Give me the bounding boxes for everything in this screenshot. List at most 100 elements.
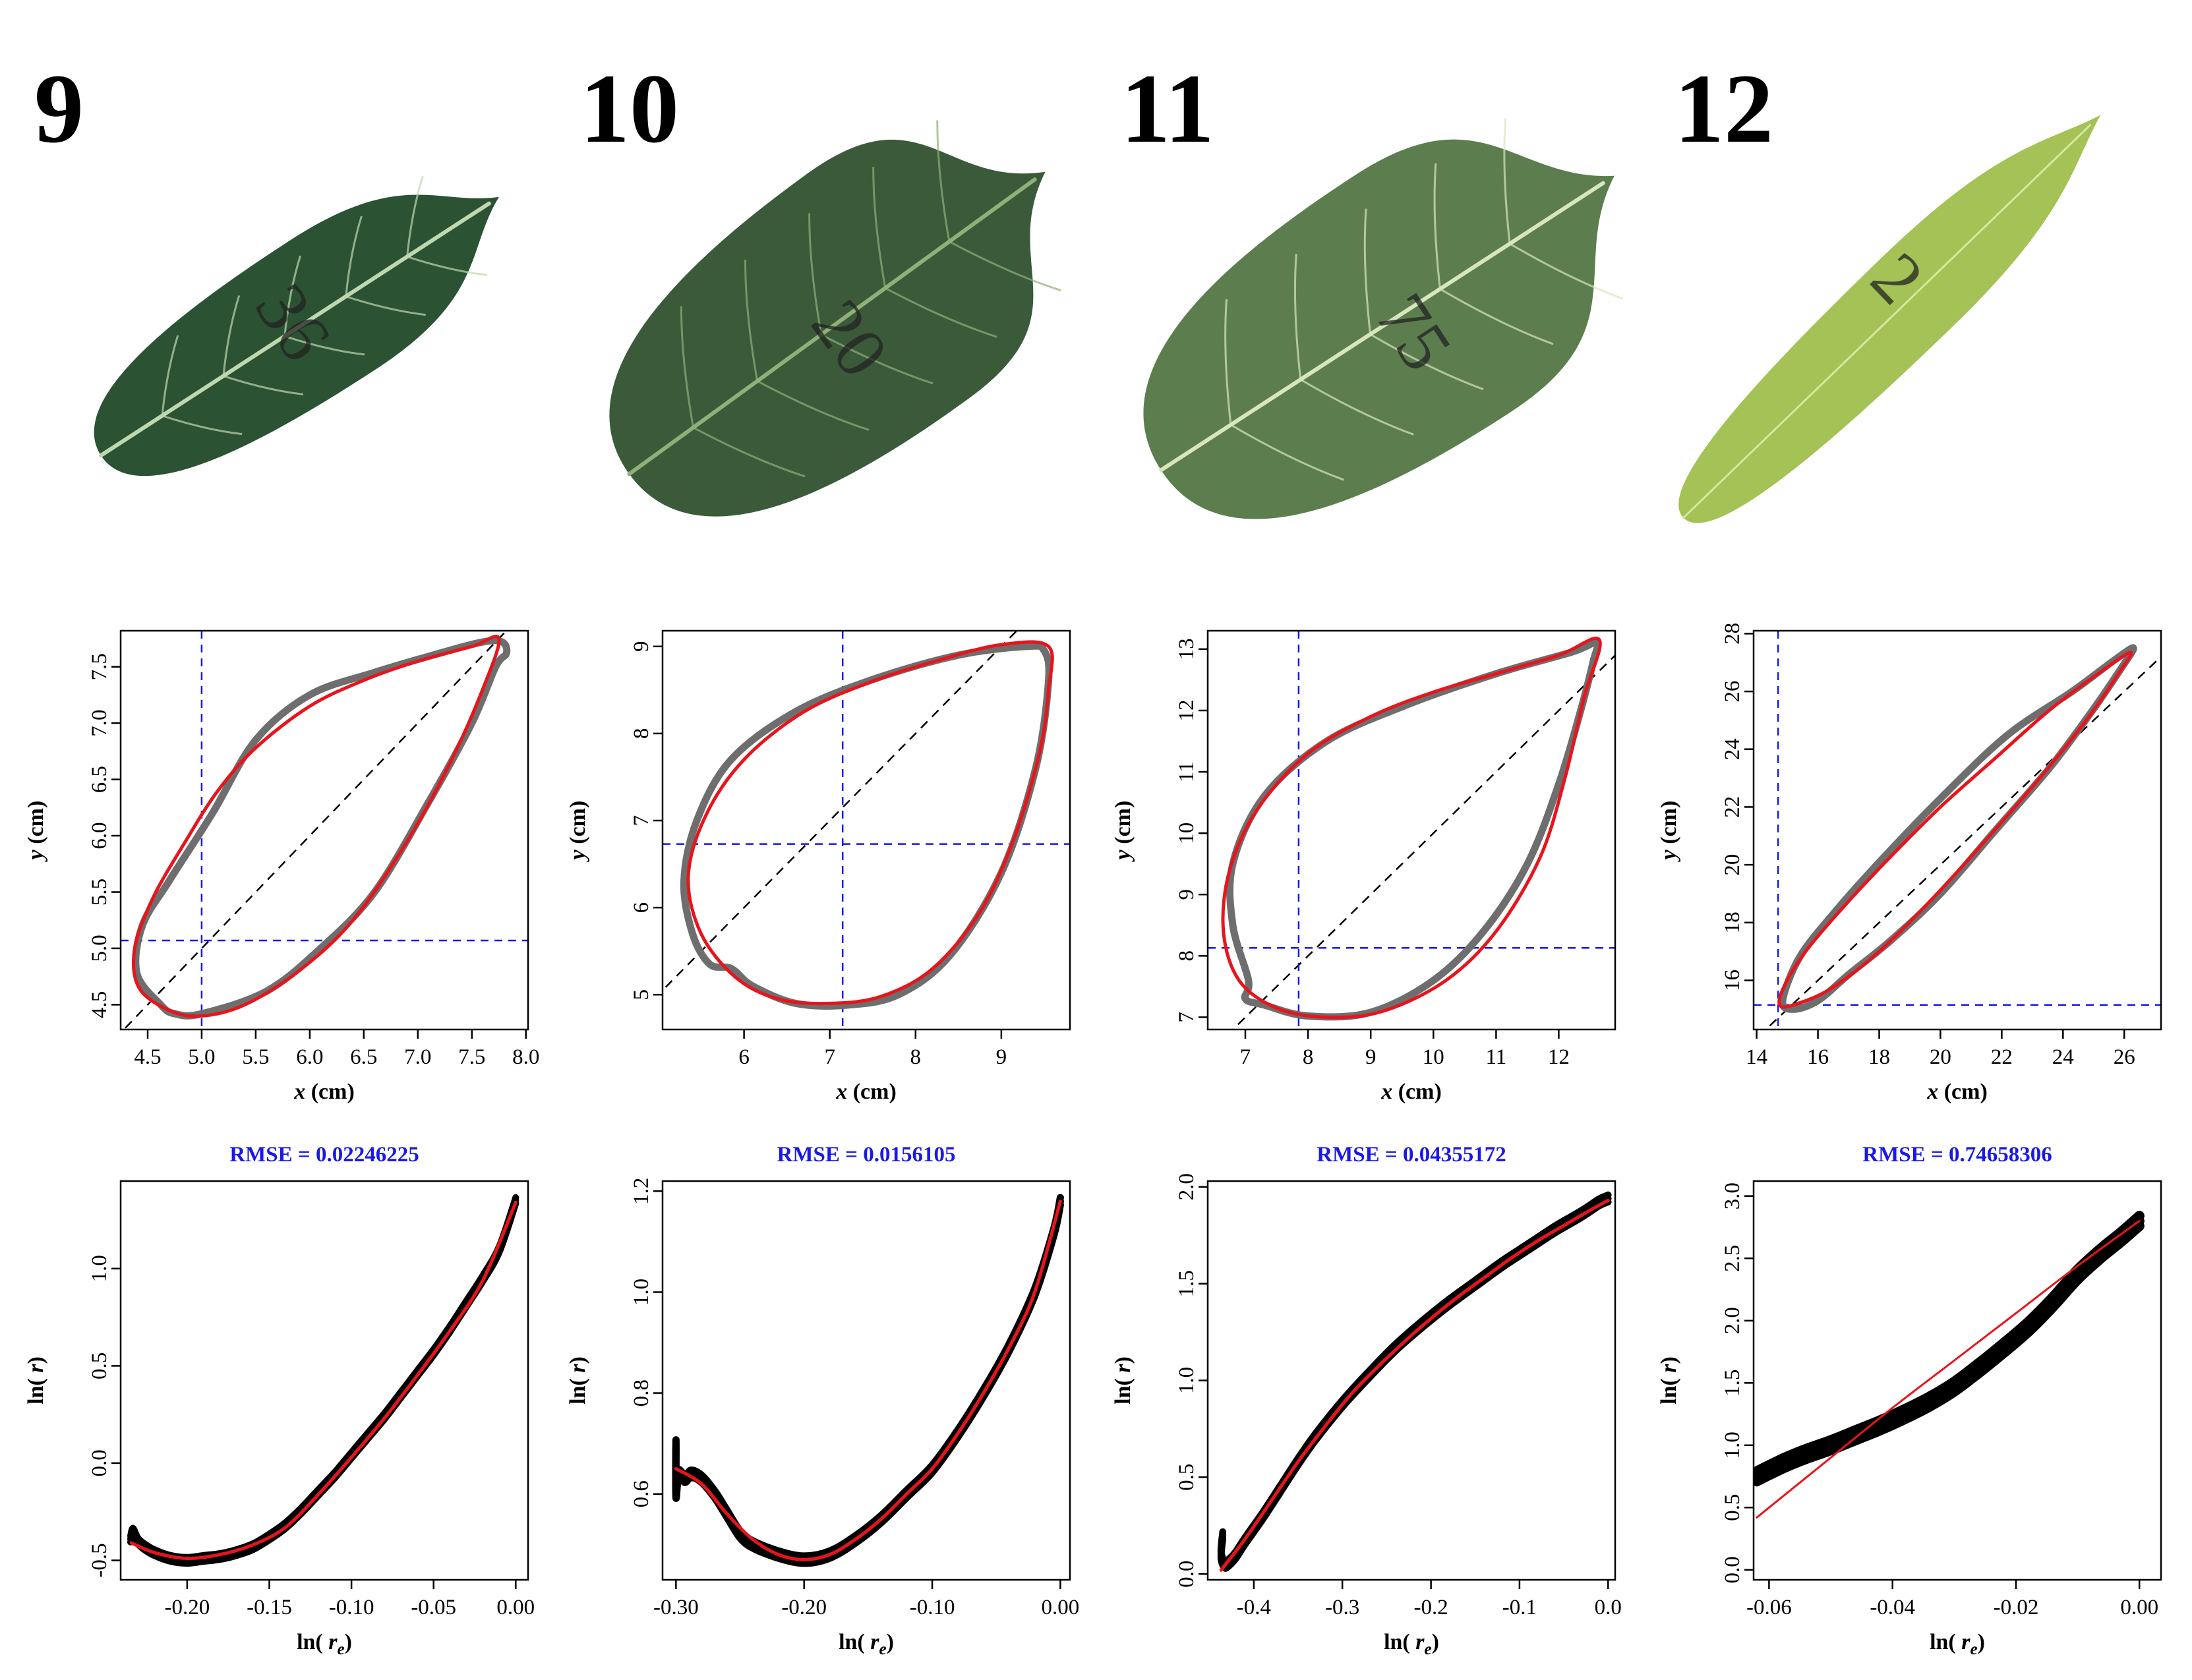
observed-points-band: [1754, 1221, 2145, 1487]
observed-outline: [680, 642, 1053, 1010]
y-tick-label: 10: [1175, 823, 1199, 844]
fitted-outline: [1221, 637, 1602, 1020]
y-axis-label-part: (cm): [24, 801, 48, 850]
y-axis-label-part: ln(: [1657, 1373, 1681, 1405]
plot-area: [1754, 631, 2161, 1029]
y-tick-label: 1.2: [630, 1178, 653, 1205]
log-radius-chart: RMSE = 0.74658306 -0.06 -0.04 -0.02 0.00 0.0 0…: [1657, 1143, 2162, 1658]
y-tick-label: 2.5: [1721, 1245, 1744, 1272]
leaf-image: [94, 176, 499, 477]
observed-points-band: [127, 1197, 519, 1564]
leaf-vein: [1439, 288, 1554, 345]
x-axis-label: x (cm): [835, 1080, 897, 1104]
leaf-vein: [1503, 118, 1511, 244]
panel-number: 10: [580, 54, 679, 163]
x-axis-label: ln( re): [297, 1630, 352, 1658]
y-tick-label: 7.0: [88, 709, 111, 736]
leaf-vein: [161, 335, 179, 416]
y-tick-label: 18: [1721, 912, 1744, 933]
x-axis-label-part: ln(: [297, 1630, 328, 1654]
leaf-vein: [406, 176, 424, 257]
x-axis-label-part: ): [887, 1630, 894, 1654]
panel-number: 12: [1674, 54, 1773, 163]
diagonal-reference-line: [1231, 654, 1615, 1029]
y-axis-label-part: ): [1657, 1356, 1681, 1364]
x-tick-label: 10: [1423, 1045, 1444, 1069]
y-tick-label: 5.5: [88, 879, 111, 906]
leaf-vein: [222, 295, 241, 376]
x-tick-label: 7.5: [458, 1045, 485, 1069]
y-axis-label: ln( r): [1111, 1356, 1135, 1405]
y-axis-label-part: r: [566, 1364, 590, 1373]
plot-frame: [1206, 629, 1616, 1031]
y-axis-label-part: r: [1111, 1364, 1135, 1373]
x-tick-label: -0.4: [1237, 1596, 1271, 1619]
y-tick-label: 1.0: [630, 1279, 653, 1306]
x-axis-label-part: (cm): [305, 1080, 355, 1104]
leaf-image: [1678, 115, 2101, 523]
y-tick-label: 26: [1721, 681, 1744, 703]
x-tick-label: 12: [1548, 1045, 1570, 1069]
y-axis-label-part: y: [1657, 849, 1681, 862]
x-axis-label-part: x: [835, 1080, 847, 1104]
x-axis-label-part: e: [1970, 1640, 1977, 1658]
y-tick-label: 3.0: [1721, 1182, 1744, 1209]
plot-area: [1217, 1191, 1612, 1572]
x-axis-label-part: x: [1380, 1080, 1392, 1104]
x-tick-label: 9: [996, 1045, 1007, 1069]
x-tick-label: 6.0: [296, 1045, 323, 1069]
y-tick-label: 5.0: [88, 935, 111, 962]
leaf-vein: [162, 415, 243, 436]
y-axis-label-part: r: [1657, 1364, 1681, 1373]
rmse-title: RMSE = 0.74658306: [1862, 1143, 2052, 1167]
x-axis-label: ln( re): [839, 1630, 894, 1658]
y-tick-label: -0.5: [88, 1543, 111, 1577]
leaf-vein: [1363, 208, 1372, 335]
y-tick-label: 1.5: [1175, 1270, 1199, 1297]
observed-points-band: [1217, 1195, 1612, 1569]
x-tick-label: 0.0: [1595, 1596, 1622, 1619]
leaf-vein: [283, 255, 302, 337]
y-tick-label: 5: [630, 989, 653, 1000]
y-axis-label: y (cm): [24, 801, 48, 863]
observed-points-band: [672, 1201, 1064, 1567]
y-axis-label: y (cm): [1657, 801, 1681, 863]
rmse-title: RMSE = 0.0156105: [777, 1143, 956, 1167]
x-tick-label: 18: [1868, 1045, 1890, 1069]
outline-chart: 4.5 5.0 5.5 6.0 6.5 7.0 7.5 8.0 4.5 5.0 5.5 6.0 6.5 7…: [24, 629, 539, 1104]
plot-area: [1754, 1211, 2145, 1519]
y-tick-label: 0.5: [1721, 1494, 1744, 1521]
observed-points-band: [672, 1198, 1064, 1563]
observed-points-band: [1217, 1198, 1612, 1572]
y-tick-label: 4.5: [88, 991, 111, 1018]
leaf-vein: [407, 255, 487, 276]
fitted-curve: [1756, 1220, 2141, 1519]
x-tick-label: 0.00: [1042, 1596, 1080, 1619]
fitted-curve: [129, 1201, 518, 1561]
y-tick-label: 1.0: [1721, 1432, 1744, 1459]
y-tick-label: 13: [1175, 638, 1199, 660]
observed-outline: [1779, 644, 2137, 1013]
y-axis-label-part: y: [1111, 849, 1135, 862]
x-axis-label-part: ln(: [1930, 1630, 1961, 1654]
y-tick-label: 0.5: [1175, 1464, 1199, 1491]
x-tick-label: 0.00: [2120, 1596, 2158, 1619]
rmse-title: RMSE = 0.04355172: [1317, 1143, 1506, 1167]
leaf-vein: [821, 333, 933, 385]
x-axis-label-part: ): [1432, 1630, 1439, 1654]
y-tick-label: 24: [1721, 738, 1744, 760]
plot-frame: [1206, 1180, 1616, 1581]
y-tick-label: 8: [1175, 950, 1199, 962]
plot-area: [121, 631, 528, 1029]
rmse-title: RMSE = 0.02246225: [229, 1143, 419, 1167]
leaf-image: [1143, 118, 1624, 519]
y-tick-label: 0.0: [88, 1449, 111, 1476]
leaf-vein: [1433, 163, 1441, 289]
y-tick-label: 7.5: [88, 653, 111, 680]
y-axis-label-part: y: [24, 849, 48, 862]
x-axis-label-part: r: [870, 1630, 879, 1654]
y-tick-label: 6.5: [88, 766, 111, 793]
x-tick-label: -0.05: [411, 1596, 456, 1619]
